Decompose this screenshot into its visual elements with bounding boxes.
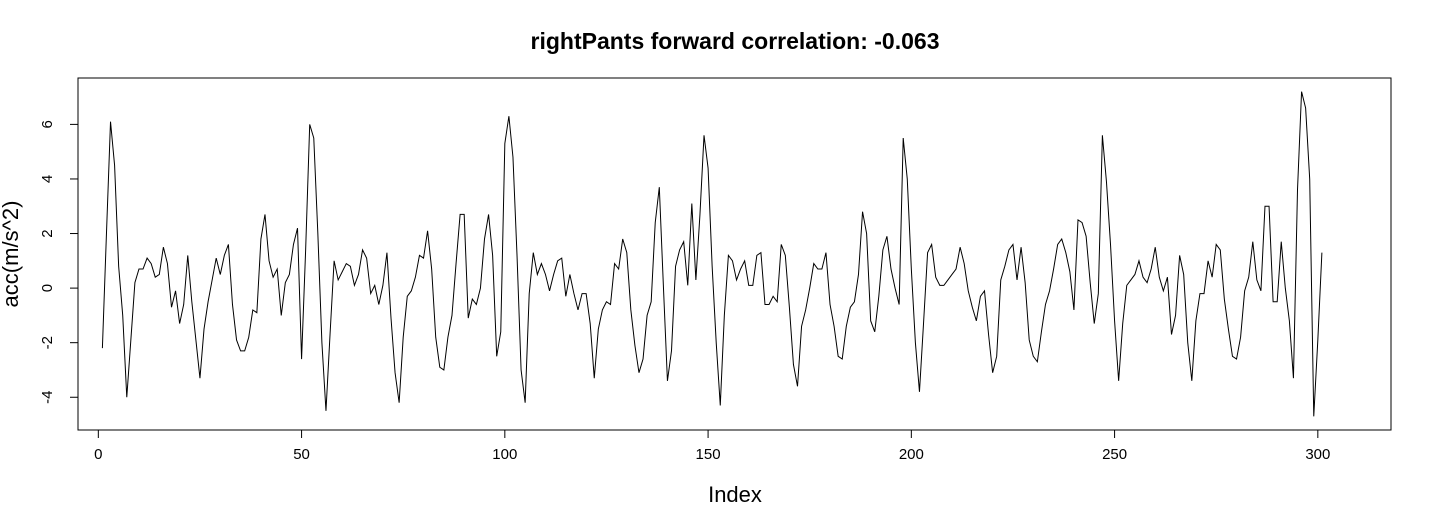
x-tick-label: 50	[293, 446, 310, 463]
y-axis-label: acc(m/s^2)	[0, 201, 23, 308]
x-tick-label: 100	[492, 446, 517, 463]
x-tick-label: 150	[696, 446, 721, 463]
y-tick-label: 2	[39, 229, 56, 237]
y-tick-label: -2	[39, 336, 56, 349]
x-tick-label: 250	[1102, 446, 1127, 463]
chart-title: rightPants forward correlation: -0.063	[531, 28, 940, 54]
y-tick-label: 4	[39, 175, 56, 183]
x-axis: 0 50 100 150 200 250 300	[94, 429, 1330, 463]
data-series-line	[101, 91, 1323, 417]
x-tick-label: 0	[94, 446, 102, 463]
plot-frame	[77, 77, 1392, 431]
y-tick-label: 0	[39, 284, 56, 292]
y-tick-label: 6	[39, 120, 56, 128]
y-axis: -4 -2 0 2 4 6	[39, 120, 79, 404]
x-axis-label: Index	[708, 482, 762, 507]
y-tick-label: -4	[39, 391, 56, 404]
x-tick-label: 200	[899, 446, 924, 463]
x-tick-label: 300	[1305, 446, 1330, 463]
